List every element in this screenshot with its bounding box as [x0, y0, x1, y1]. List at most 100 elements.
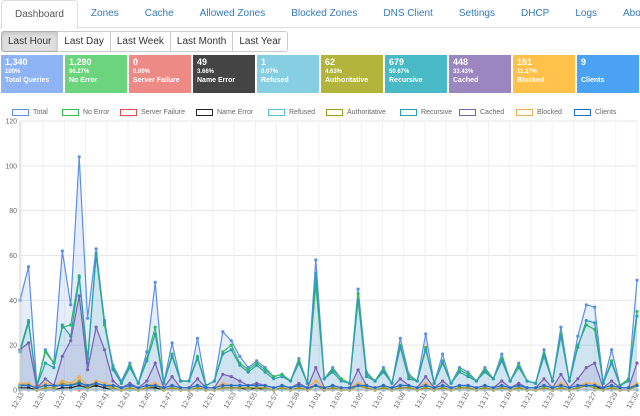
legend-item-no-error[interactable]: No Error — [62, 106, 109, 118]
data-point-recursive — [221, 352, 225, 356]
data-point-clients — [238, 383, 242, 388]
legend-item-server-failure[interactable]: Server Failure — [120, 106, 185, 118]
data-point-recursive — [626, 379, 631, 383]
tab-logs[interactable]: Logs — [575, 8, 598, 19]
data-point-clients — [26, 383, 31, 388]
data-point-clients — [111, 383, 115, 388]
legend-label: Recursive — [421, 108, 453, 116]
data-point-recursive — [297, 361, 301, 365]
legend-item-clients[interactable]: Clients — [574, 106, 616, 118]
data-point-recursive — [466, 375, 470, 379]
tab-blocked-zones[interactable]: Blocked Zones — [291, 8, 358, 19]
stat-value: 679 — [389, 57, 405, 67]
data-point-clients — [449, 386, 453, 390]
data-point-cached — [576, 377, 580, 381]
legend-item-blocked[interactable]: Blocked — [516, 106, 562, 118]
data-point-clients — [542, 383, 546, 388]
data-point-recursive — [263, 370, 267, 374]
data-point-clients — [255, 383, 259, 388]
data-point-recursive — [381, 370, 385, 374]
x-tick-label: 12:57 — [265, 391, 280, 410]
data-point-total — [593, 305, 597, 309]
last-month-button[interactable]: Last Month — [169, 31, 234, 52]
data-point-recursive — [255, 363, 259, 367]
x-tick-label: 12:59 — [287, 391, 302, 410]
last-week-button[interactable]: Last Week — [109, 31, 171, 52]
legend-swatch — [196, 108, 213, 116]
last-day-button[interactable]: Last Day — [57, 31, 111, 52]
data-point-clients — [491, 386, 495, 390]
main-tabs: Dashboard Zones Cache Allowed Zones Blocked … — [0, 0, 640, 29]
data-point-clients — [339, 386, 343, 390]
x-tick-label: 13:11 — [414, 391, 429, 409]
tab-settings[interactable]: Settings — [458, 8, 495, 19]
data-point-recursive — [390, 381, 394, 385]
stat-percent: 96.27% — [69, 69, 90, 75]
data-point-blocked — [153, 381, 157, 385]
data-point-recursive — [373, 379, 377, 383]
data-point-name-error — [60, 386, 64, 390]
legend-swatch — [400, 108, 417, 116]
tab-about[interactable]: About — [623, 8, 640, 19]
data-point-recursive — [111, 368, 115, 372]
tab-dashboard[interactable]: Dashboard — [1, 0, 78, 29]
series-area-recursive — [20, 253, 637, 390]
data-point-recursive — [457, 370, 462, 374]
legend-label: Server Failure — [141, 108, 185, 116]
data-point-recursive — [195, 357, 200, 361]
tab-zones[interactable]: Zones — [90, 8, 119, 19]
data-point-clients — [424, 383, 428, 388]
stat-label: Authoritative — [325, 77, 369, 84]
legend-item-cached[interactable]: Cached — [459, 106, 504, 118]
data-point-clients — [441, 383, 445, 388]
series-area-total — [20, 156, 637, 390]
x-tick-label: 12:39 — [75, 391, 90, 410]
data-point-cached — [398, 377, 402, 381]
x-tick-label: 13:27 — [583, 391, 598, 410]
data-point-authoritative — [398, 386, 402, 390]
legend-item-total[interactable]: Total — [12, 106, 48, 118]
tab-dns-client[interactable]: DNS Client — [383, 8, 433, 19]
data-point-authoritative — [280, 386, 284, 390]
data-point-recursive — [119, 381, 123, 385]
legend-item-name-error[interactable]: Name Error — [196, 106, 253, 118]
data-point-recursive — [246, 370, 250, 374]
data-point-recursive — [77, 276, 81, 280]
data-point-blocked — [424, 381, 428, 385]
data-point-clients — [314, 383, 318, 388]
data-point-cached — [111, 379, 115, 383]
data-point-total — [441, 352, 445, 356]
data-point-clients — [60, 383, 64, 388]
data-point-clients — [221, 383, 225, 388]
stat-label: Blocked — [517, 77, 545, 84]
data-point-clients — [305, 386, 309, 390]
stat-label: Refused — [261, 77, 289, 84]
legend-item-refused[interactable]: Refused — [268, 106, 315, 118]
data-point-authoritative — [610, 386, 614, 390]
data-point-clients — [204, 386, 208, 390]
legend-item-recursive[interactable]: Recursive — [400, 106, 452, 118]
data-point-recursive — [593, 321, 597, 325]
data-point-clients — [466, 383, 470, 388]
tab-dhcp[interactable]: DHCP — [520, 8, 550, 19]
last-year-button[interactable]: Last Year — [232, 31, 289, 52]
tab-allowed-zones[interactable]: Allowed Zones — [199, 8, 266, 19]
legend-item-authoritative[interactable]: Authoritative — [326, 106, 386, 118]
stats-bar: 1,340 100% Total Queries 1,290 96.27% No Erro… — [1, 55, 640, 93]
data-point-blocked — [43, 381, 48, 385]
data-point-clients — [195, 383, 200, 388]
data-point-name-error — [69, 386, 73, 390]
tab-cache[interactable]: Cache — [144, 8, 174, 19]
data-point-blocked — [584, 381, 588, 385]
data-point-blocked — [593, 381, 597, 385]
y-tick-label: 20 — [9, 343, 17, 350]
legend-swatch — [459, 108, 476, 116]
data-point-authoritative — [229, 386, 233, 390]
data-point-no-error — [255, 361, 259, 365]
last-hour-button[interactable]: Last Hour — [1, 31, 59, 52]
data-point-no-error — [424, 345, 428, 349]
legend-label: Authoritative — [347, 108, 386, 116]
stat-value: 49 — [197, 57, 208, 67]
data-point-total — [500, 352, 504, 356]
x-tick-label: 12:43 — [117, 391, 132, 410]
